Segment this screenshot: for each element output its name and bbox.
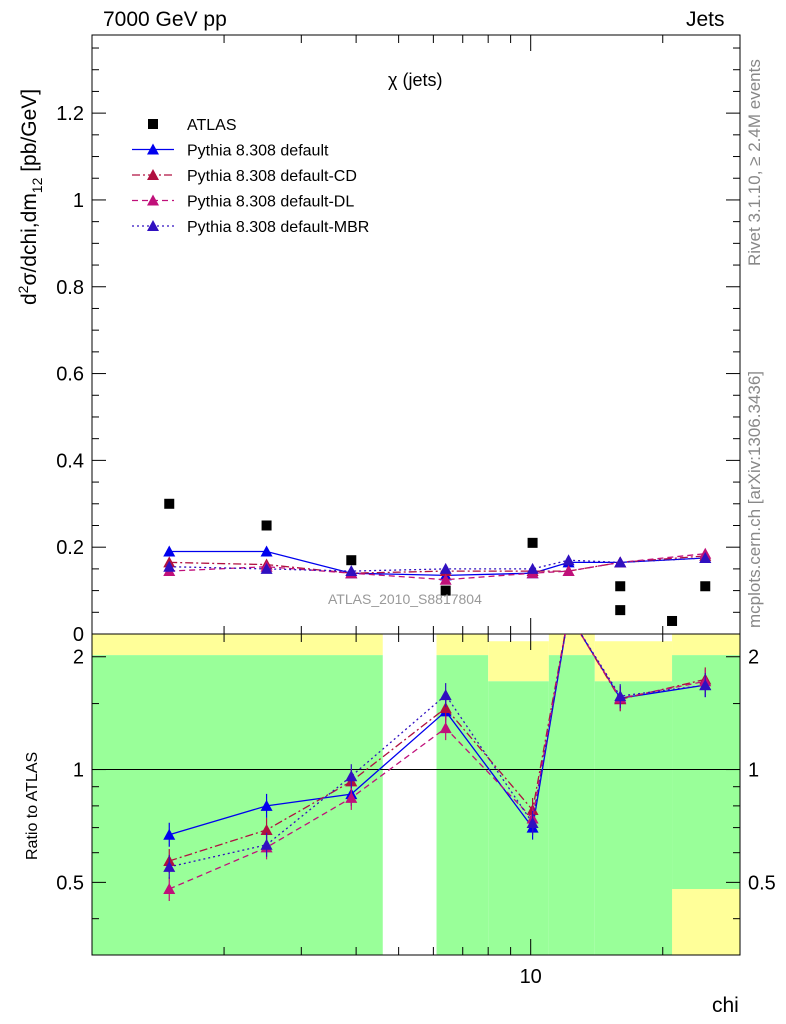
ratio-uncertainty-bands [92,634,740,955]
atlas-data-point [261,520,272,531]
ratio-band-green [548,655,595,955]
ratio-band-yellow [672,889,740,955]
atlas-data-point [667,615,678,626]
x-axis-label: chi [712,994,739,1017]
ratio-band-yellow [488,641,549,682]
atlas-data-point [615,581,626,592]
series-point-mbr [163,560,176,572]
header-energy: 7000 GeV pp [103,8,227,31]
ratio-band-yellow [436,634,489,656]
ratio-ylabel: Ratio to ATLAS [24,752,41,860]
header-process: Jets [686,8,725,31]
atlas-data-point [615,605,626,616]
legend-atlas-marker [148,119,158,129]
legend-marker-default [147,143,159,155]
legend-marker-cd [147,169,159,180]
ratio-band-yellow [594,641,673,682]
ratio-band-yellow [92,634,383,656]
legend-marker-dl [147,194,159,206]
legend-marker-mbr [147,220,159,231]
series-point-default [163,545,176,557]
ratio-point-default [163,828,176,840]
series-line-cd [169,555,706,574]
series-point-mbr [439,562,452,574]
y-tick-label: 0 [73,624,84,646]
ratio-band-green [488,681,549,955]
ratio-plot-frame: 0.5 0.5 1 1 2 2 10 [56,633,776,988]
ratio-axes-box [91,633,741,956]
ratio-line-default [169,634,706,836]
ratio-point-mbr [526,817,539,829]
ratio-tick-label-right: 2 [748,647,759,669]
legend-label: Pythia 8.308 default-MBR [187,219,369,236]
series-point-mbr [526,562,539,574]
legend-label: Pythia 8.308 default-DL [187,194,354,211]
mcplots-label: mcplots.cern.ch [arXiv:1306.3436] [745,370,764,628]
atlas-data-point [527,537,538,548]
y-tick-label: 1 [73,190,84,212]
main-plot-series [163,498,712,626]
ratio-point-cd [439,701,452,713]
ratio-plot-series [163,634,712,902]
series-point-mbr [699,552,712,564]
main-title: χ (jets) [388,70,442,90]
series-point-dl [439,573,452,585]
legend: ATLAS Pythia 8.308 default Pythia 8.308 de… [132,117,369,236]
legend-label: Pythia 8.308 default [187,143,329,160]
ratio-point-cd [260,823,273,835]
ratio-tick-label: 1 [73,760,84,782]
ratio-tick-label: 0.5 [56,872,84,894]
atlas-data-point [440,585,451,596]
series-point-mbr [562,554,575,566]
ratio-band-yellow [672,634,740,656]
series-point-mbr [614,556,627,568]
ratio-point-mbr [439,689,452,701]
series-line-default [169,550,706,577]
y-tick-label: 0.8 [56,277,84,299]
ratio-band-green [594,681,673,955]
series-line-mbr [169,557,706,572]
y-tick-label: 0.2 [56,537,84,559]
ratio-point-default [260,799,273,811]
atlas-data-point [346,555,357,566]
ratio-point-mbr [699,679,712,691]
ratio-line-dl [168,634,706,890]
main-ylabel: d2σ/dchi,dm12 [pb/GeV] [15,89,45,305]
ratio-tick-label-right: 1 [748,760,759,782]
rivet-label: Rivet 3.1.10, ≥ 2.4M events [745,59,764,266]
ratio-point-mbr [614,690,627,702]
legend-label: Pythia 8.308 default-CD [187,168,357,185]
legend-label: ATLAS [187,117,237,134]
ratio-line-mbr [169,634,706,868]
ratio-point-dl [345,791,358,803]
ratio-band-green [92,655,383,955]
atlas-data-point [164,498,175,509]
y-tick-label: 0.6 [56,364,84,386]
ratio-tick-label: 2 [73,647,84,669]
ratio-band-yellow [548,634,595,656]
ratio-point-mbr [260,838,273,850]
series-point-default [260,545,273,557]
series-point-mbr [345,565,358,577]
ratio-point-mbr [163,860,176,872]
ratio-point-mbr [345,770,358,782]
x-tick-label: 10 [520,966,542,988]
atlas-data-point [700,581,711,592]
y-tick-label: 1.2 [56,103,84,125]
series-point-dl [562,565,575,577]
ratio-tick-label-right: 0.5 [748,872,776,894]
series-line-dl [169,553,706,581]
main-plot-frame: 0 0.2 0.4 0.6 0.8 1 1.2 [56,34,741,646]
ratio-point-dl [163,883,176,895]
y-tick-label: 0.4 [56,450,84,472]
watermark: ATLAS_2010_S8817804 [328,591,482,607]
series-point-mbr [260,562,273,574]
plot-texts: χ (jets) ATLAS_2010_S8817804 Ratio to AT… [15,70,739,1017]
ratio-point-dl [439,722,452,734]
